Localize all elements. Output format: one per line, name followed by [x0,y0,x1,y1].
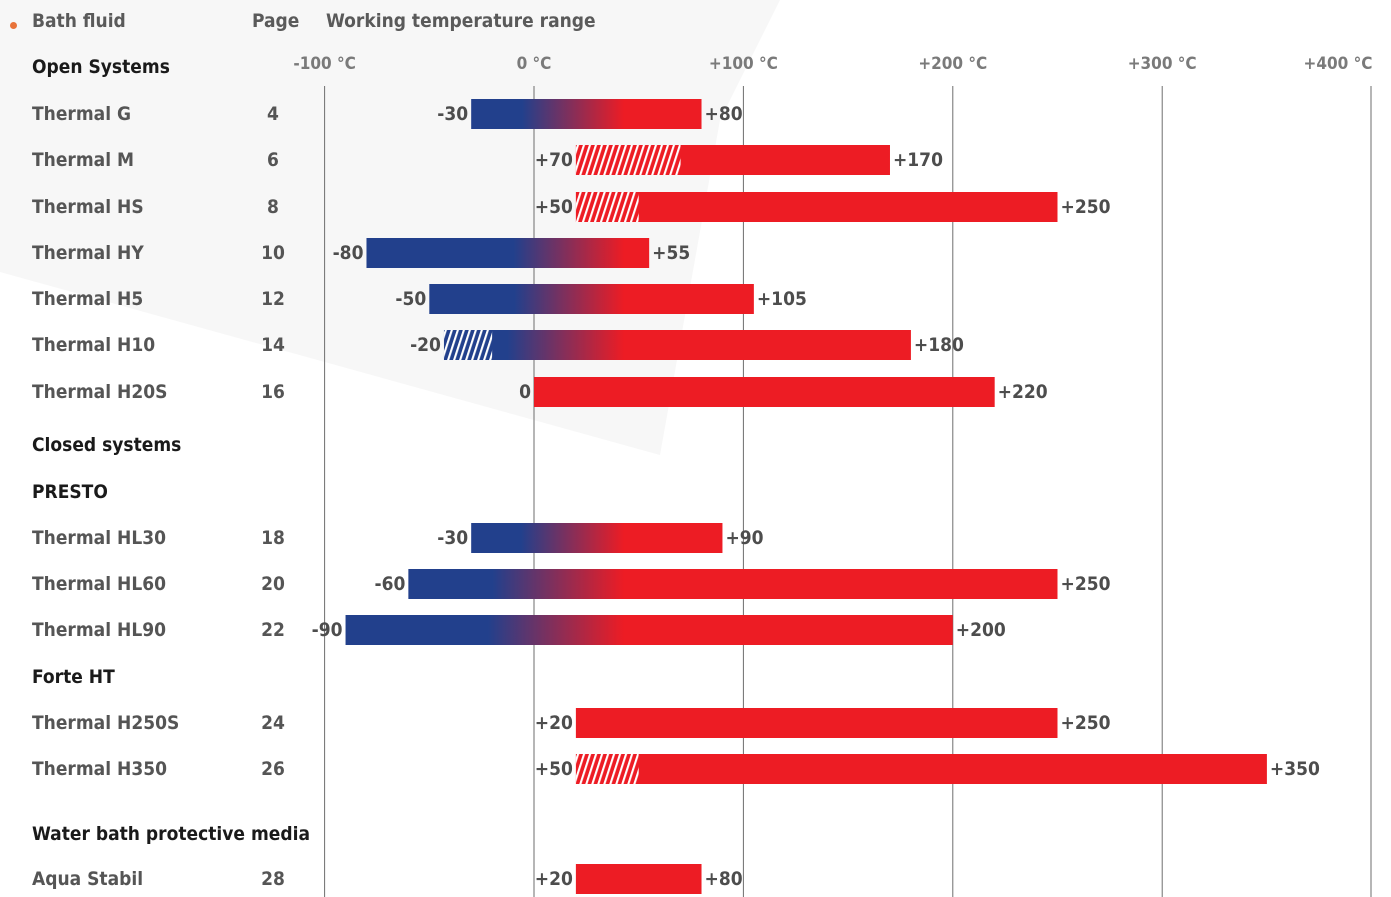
section-heading: Open Systems [32,56,170,78]
page-number: 18 [261,527,285,549]
page-number: 6 [267,149,279,171]
fluid-name: Aqua Stabil [32,868,144,890]
fluid-name: Thermal G [32,103,132,125]
min-value-label: -30 [437,103,469,125]
min-value-label: +50 [534,758,573,780]
fluid-name: Thermal M [32,149,135,171]
min-value-label: -30 [437,527,469,549]
range-bar [429,284,754,314]
x-tick-label: -100 °C [293,54,356,74]
hatched-segment [575,145,681,175]
page-number: 8 [267,196,279,218]
section-heading: Water bath protective media [32,823,310,845]
section-heading: Closed systems [32,434,182,456]
section-heading: Forte HT [32,666,115,688]
range-bar [471,523,723,553]
page-number: 26 [261,758,285,780]
page-number: 10 [261,242,285,264]
fluid-name: Thermal HL90 [32,619,166,641]
fluid-name: Thermal H5 [32,288,144,310]
x-tick-label: +300 °C [1127,54,1197,74]
page-number: 24 [261,712,285,734]
page-number: 20 [261,573,285,595]
x-tick-label: +400 °C [1303,54,1373,74]
min-value-label: -80 [332,242,364,264]
hatched-segment [575,754,639,784]
min-value-label: +20 [534,868,573,890]
range-bar [575,864,702,894]
page-number: 12 [261,288,285,310]
max-value-label: +200 [955,619,1006,641]
max-value-label: +80 [704,103,743,125]
min-value-label: +70 [534,149,573,171]
fluid-name: Thermal HY [32,242,144,264]
min-value-label: 0 [519,381,531,403]
hatched-segment [443,330,493,360]
range-bar [534,377,995,407]
page-number: 14 [261,334,285,356]
bullet-dot-icon [10,22,17,29]
max-value-label: +250 [1060,712,1111,734]
min-value-label: -20 [410,334,441,356]
max-value-label: +180 [913,334,964,356]
header-temperature-range: Working temperature range [326,10,596,32]
header-bath-fluid: Bath fluid [32,10,126,32]
fluid-name: Thermal H20S [32,381,168,403]
min-value-label: -50 [395,288,427,310]
range-bar [345,615,953,645]
min-value-label: +50 [534,196,573,218]
max-value-label: +250 [1060,573,1111,595]
max-value-label: +220 [997,381,1048,403]
range-bar [575,192,1058,222]
range-bar [575,754,1267,784]
fluid-name: Thermal H10 [32,334,156,356]
max-value-label: +350 [1269,758,1320,780]
fluid-name: Thermal H250S [32,712,180,734]
range-bar [366,238,650,268]
fluid-name: Thermal HL30 [32,527,166,549]
max-value-label: +80 [704,868,743,890]
x-tick-label: 0 °C [516,54,552,74]
max-value-label: +250 [1060,196,1111,218]
page-number: 4 [267,103,279,125]
min-value-label: -90 [311,619,343,641]
fluid-name: Thermal HS [32,196,144,218]
range-bar [408,569,1058,599]
x-tick-label: +100 °C [708,54,778,74]
range-bar [575,708,1058,738]
min-value-label: +20 [534,712,573,734]
max-value-label: +170 [892,149,943,171]
range-bar [443,330,911,360]
max-value-label: +90 [725,527,764,549]
header-page: Page [252,10,300,32]
page-number: 22 [261,619,285,641]
x-tick-label: +200 °C [918,54,988,74]
section-heading: PRESTO [32,481,108,503]
page-number: 16 [261,381,285,403]
max-value-label: +105 [756,288,807,310]
max-value-label: +55 [652,242,691,264]
fluid-name: Thermal H350 [32,758,167,780]
hatched-segment [575,192,639,222]
fluid-name: Thermal HL60 [32,573,166,595]
page-number: 28 [261,868,285,890]
range-bar [471,99,702,129]
min-value-label: -60 [374,573,406,595]
